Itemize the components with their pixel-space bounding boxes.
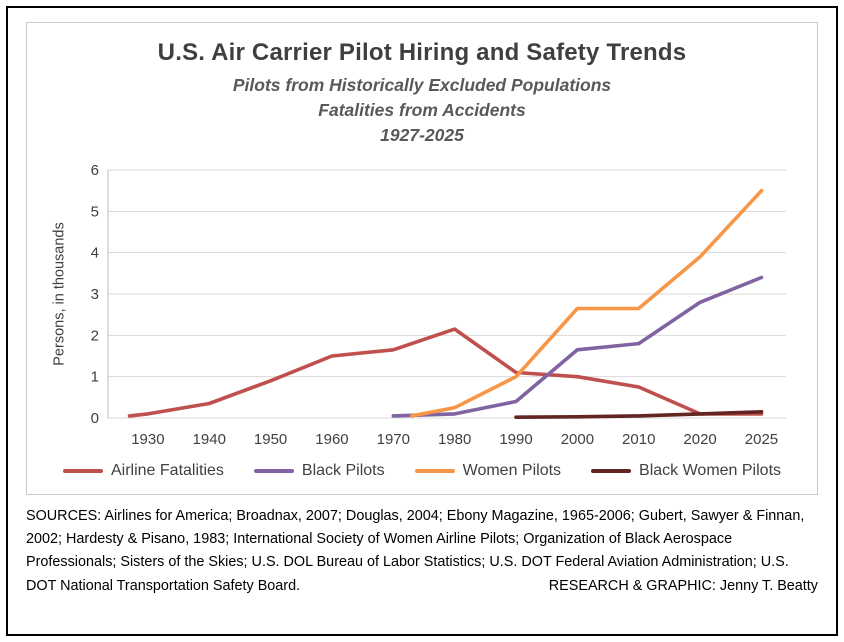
series-line-airline-fatalities (127, 326, 764, 418)
legend-swatch-airline-fatalities (62, 468, 103, 473)
series-line-black-women-pilots (514, 409, 764, 419)
page-frame: U.S. Air Carrier Pilot Hiring and Safety… (6, 6, 838, 636)
y-tick-label: 5 (91, 203, 99, 220)
x-tick-label: 2010 (622, 431, 655, 448)
chart-legend: Airline Fatalities Black Pilots Women Pi… (35, 462, 809, 480)
x-tick-label: 1980 (438, 431, 471, 448)
x-tick-label: 1960 (315, 431, 348, 448)
x-tick-label: 1950 (254, 431, 287, 448)
legend-label-women-pilots: Women Pilots (462, 461, 562, 479)
legend-label-black-women-pilots: Black Women Pilots (639, 461, 782, 479)
legend-item-women-pilots: Women Pilots (414, 461, 562, 480)
chart-card: U.S. Air Carrier Pilot Hiring and Safety… (26, 22, 818, 495)
x-tick-label: 1970 (377, 431, 410, 448)
x-tick-label: 1990 (499, 431, 532, 448)
line-chart-svg: 0 1 2 3 4 5 6 1930 1940 1950 1960 1970 1980 1990 2000 2… (91, 162, 786, 448)
legend-swatch-black-women-pilots (591, 468, 632, 473)
plot-area: Persons, in thousands 0 1 2 3 4 5 6 1930 1940 195… (35, 160, 809, 462)
y-tick-label: 2 (91, 327, 99, 344)
x-tick-label: 2025 (745, 431, 778, 448)
legend-label-black-pilots: Black Pilots (301, 461, 385, 479)
chart-subtitle-years: 1927-2025 (380, 124, 464, 145)
series-line-black-pilots (391, 275, 764, 418)
legend-label-airline-fatalities: Airline Fatalities (110, 461, 224, 479)
sources-block: SOURCES: Airlines for America; Broadnax,… (26, 505, 818, 598)
y-tick-label: 1 (91, 368, 99, 385)
legend-item-black-pilots: Black Pilots (253, 461, 385, 480)
chart-title: U.S. Air Carrier Pilot Hiring and Safety… (157, 39, 687, 66)
chart-subtitle-fatalities: Fatalities from Accidents (318, 99, 526, 120)
legend-swatch-women-pilots (414, 468, 455, 473)
legend-item-black-women-pilots: Black Women Pilots (591, 462, 781, 480)
x-tick-label: 1940 (193, 431, 226, 448)
y-tick-label: 3 (91, 286, 99, 303)
series-line-women-pilots (409, 188, 764, 418)
chart-subtitle-populations: Pilots from Historically Excluded Popula… (232, 75, 612, 95)
research-credit: RESEARCH & GRAPHIC: Jenny T. Beatty (548, 577, 818, 594)
x-tick-label: 2020 (683, 431, 716, 448)
y-tick-label: 4 (91, 244, 99, 261)
x-tick-label: 2000 (561, 431, 594, 448)
y-axis-label-text: Persons, in thousands (52, 221, 69, 366)
legend-item-airline-fatalities: Airline Fatalities (62, 461, 224, 480)
y-axis-label: Persons, in thousands (48, 160, 72, 462)
x-tick-label: 1930 (131, 431, 164, 448)
legend-swatch-black-pilots (253, 468, 294, 473)
sources-text: SOURCES: Airlines for America; Broadnax,… (26, 507, 805, 594)
y-tick-label: 0 (91, 410, 99, 427)
y-tick-label: 6 (91, 162, 99, 179)
